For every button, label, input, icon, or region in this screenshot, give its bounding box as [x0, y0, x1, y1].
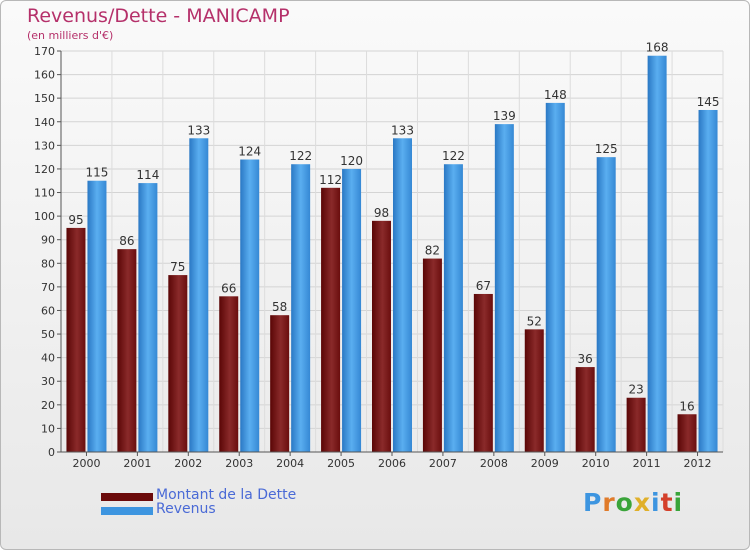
ytick-label-80: 80 — [41, 257, 55, 270]
ytick-label-100: 100 — [34, 210, 55, 223]
xtick-label-2008: 2008 — [480, 457, 508, 470]
data-label-dette-2002: 75 — [170, 260, 185, 274]
bar-dette-2000 — [66, 227, 86, 452]
xtick-label-2011: 2011 — [633, 457, 661, 470]
data-label-dette-2010: 36 — [578, 352, 593, 366]
data-label-dette-2007: 82 — [425, 244, 440, 258]
data-label-revenus-2001: 114 — [136, 168, 159, 182]
chart-title: Revenus/Dette - MANICAMP — [27, 5, 290, 27]
data-label-revenus-2010: 125 — [595, 142, 618, 156]
bar-revenus-2002 — [189, 138, 209, 452]
data-label-revenus-2002: 133 — [187, 123, 210, 137]
bar-revenus-2007 — [443, 164, 463, 453]
data-label-dette-2001: 86 — [119, 234, 134, 248]
ytick-label-110: 110 — [34, 187, 55, 200]
bar-revenus-2010 — [596, 157, 616, 452]
data-label-revenus-2012: 145 — [697, 95, 720, 109]
legend-label-dette: Montant de la Dette — [156, 487, 297, 503]
xtick-label-2005: 2005 — [327, 457, 355, 470]
data-label-revenus-2005: 120 — [340, 154, 363, 168]
bar-revenus-2001 — [138, 183, 158, 452]
bar-dette-2012 — [677, 414, 697, 452]
bar-dette-2011 — [626, 397, 646, 452]
ytick-label-150: 150 — [34, 92, 55, 105]
bar-dette-2003 — [219, 296, 239, 452]
ytick-label-160: 160 — [34, 69, 55, 82]
data-label-revenus-2003: 124 — [238, 145, 261, 159]
ytick-label-170: 170 — [34, 45, 55, 58]
bar-revenus-2003 — [240, 159, 260, 452]
bar-revenus-2006 — [393, 138, 412, 452]
data-label-revenus-2008: 139 — [493, 109, 516, 123]
bar-dette-2010 — [575, 367, 595, 452]
ytick-label-0: 0 — [48, 446, 55, 459]
ytick-label-40: 40 — [41, 352, 55, 365]
data-label-revenus-2011: 168 — [646, 41, 669, 55]
data-label-dette-2005: 112 — [319, 173, 342, 187]
xtick-label-2010: 2010 — [582, 457, 610, 470]
ytick-label-30: 30 — [41, 375, 55, 388]
chart-subtitle: (en milliers d'€) — [27, 29, 114, 42]
data-label-revenus-2007: 122 — [442, 149, 465, 163]
data-label-dette-2003: 66 — [221, 281, 236, 295]
xtick-label-2012: 2012 — [684, 457, 712, 470]
grid-layer — [60, 50, 724, 453]
ytick-label-120: 120 — [34, 163, 55, 176]
bar-revenus-2012 — [698, 109, 718, 453]
legend-swatch-dette — [101, 493, 153, 501]
xtick-label-2009: 2009 — [531, 457, 559, 470]
xtick-label-2001: 2001 — [123, 457, 151, 470]
legend-swatch-revenus — [101, 507, 153, 515]
xtick-label-2003: 2003 — [225, 457, 253, 470]
ytick-label-140: 140 — [34, 116, 55, 129]
bar-revenus-2011 — [647, 55, 667, 452]
data-label-revenus-2004: 122 — [289, 149, 312, 163]
data-label-dette-2006: 98 — [374, 206, 389, 220]
ytick-label-50: 50 — [41, 328, 55, 341]
ytick-label-70: 70 — [41, 281, 55, 294]
data-label-revenus-2009: 148 — [544, 88, 567, 102]
data-label-dette-2000: 95 — [68, 213, 83, 227]
legend-label-revenus: Revenus — [156, 501, 216, 517]
bar-dette-2004 — [270, 315, 290, 452]
data-label-dette-2009: 52 — [527, 314, 542, 328]
xtick-label-2006: 2006 — [378, 457, 406, 470]
xtick-label-2000: 2000 — [72, 457, 100, 470]
bar-dette-2002 — [168, 275, 188, 452]
ytick-label-20: 20 — [41, 399, 55, 412]
proxiti-logo: Proxiti — [583, 488, 684, 517]
bar-dette-2009 — [524, 329, 544, 452]
bar-revenus-2005 — [342, 168, 362, 453]
data-label-dette-2008: 67 — [476, 279, 491, 293]
data-label-dette-2004: 58 — [272, 300, 287, 314]
data-label-dette-2012: 16 — [679, 399, 694, 413]
data-label-revenus-2000: 115 — [86, 166, 109, 180]
ytick-label-60: 60 — [41, 304, 55, 317]
data-label-dette-2011: 23 — [628, 383, 643, 397]
bar-dette-2008 — [473, 293, 493, 452]
xtick-label-2004: 2004 — [276, 457, 304, 470]
bar-dette-2005 — [321, 187, 341, 452]
bar-revenus-2009 — [545, 102, 565, 453]
axis-layer: 0 10 20 30 40 50 60 70 80 90 100 110 120 130 140 150 160… — [34, 45, 723, 470]
bar-revenus-2004 — [291, 164, 311, 453]
xtick-label-2002: 2002 — [174, 457, 202, 470]
ytick-label-10: 10 — [41, 422, 55, 435]
xtick-label-2007: 2007 — [429, 457, 457, 470]
bar-dette-2001 — [117, 249, 137, 452]
bar-dette-2006 — [372, 220, 391, 452]
bar-dette-2007 — [422, 258, 442, 452]
bar-revenus-2000 — [87, 180, 107, 452]
bar-revenus-2008 — [494, 124, 514, 452]
ytick-label-130: 130 — [34, 139, 55, 152]
data-label-revenus-2006: 133 — [391, 123, 414, 137]
ytick-label-90: 90 — [41, 234, 55, 247]
bars-layer — [66, 55, 718, 453]
labels-layer: 95 115 86 114 75 133 66 124 58 122 112 120 98 133 82 12… — [68, 41, 719, 414]
